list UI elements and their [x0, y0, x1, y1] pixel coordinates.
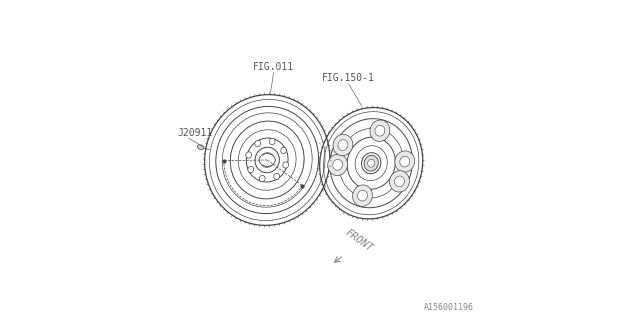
Ellipse shape — [400, 156, 410, 167]
Ellipse shape — [283, 162, 289, 168]
Ellipse shape — [367, 159, 375, 167]
Text: A156001196: A156001196 — [424, 303, 474, 312]
Ellipse shape — [390, 171, 410, 192]
Ellipse shape — [197, 145, 204, 150]
Ellipse shape — [328, 154, 348, 175]
Ellipse shape — [333, 159, 342, 170]
Ellipse shape — [246, 152, 252, 158]
Ellipse shape — [259, 154, 275, 166]
Ellipse shape — [338, 140, 348, 150]
Ellipse shape — [281, 147, 287, 154]
Ellipse shape — [274, 173, 280, 180]
Text: FIG.150-1: FIG.150-1 — [323, 73, 375, 83]
Ellipse shape — [333, 134, 353, 156]
Ellipse shape — [259, 175, 265, 182]
Text: FIG.011: FIG.011 — [253, 62, 294, 72]
Ellipse shape — [353, 185, 372, 206]
Ellipse shape — [358, 190, 367, 201]
Ellipse shape — [394, 176, 404, 187]
Ellipse shape — [255, 140, 260, 147]
Text: FRONT: FRONT — [344, 228, 374, 254]
Ellipse shape — [269, 138, 275, 145]
Ellipse shape — [395, 151, 415, 172]
Ellipse shape — [370, 120, 390, 141]
Ellipse shape — [364, 155, 378, 171]
Ellipse shape — [375, 125, 385, 136]
Ellipse shape — [248, 166, 253, 173]
Text: J20911: J20911 — [178, 128, 213, 138]
